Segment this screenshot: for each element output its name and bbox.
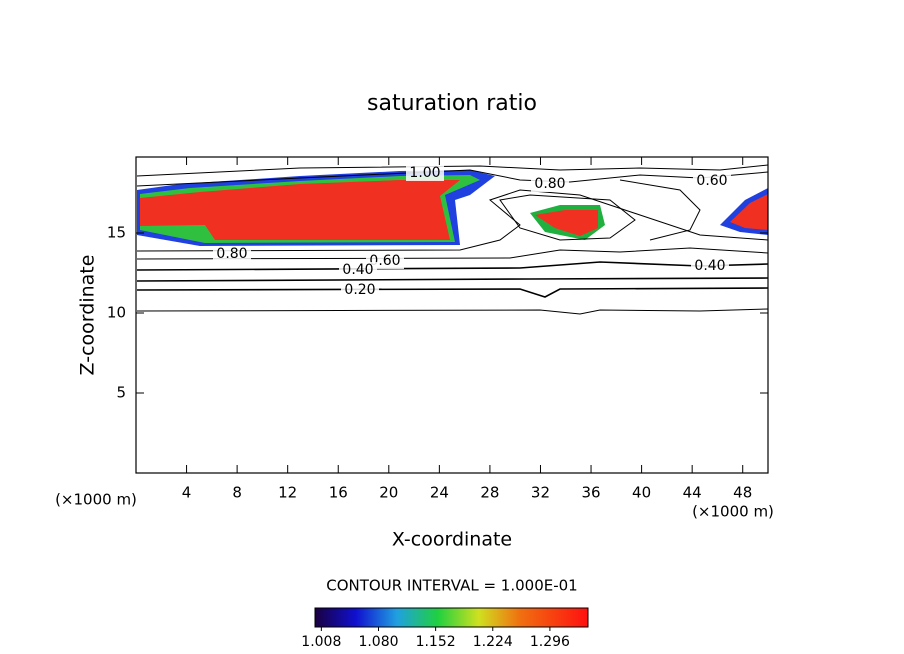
x-tick-label: 36: [581, 484, 600, 502]
x-tick-label: 4: [182, 484, 192, 502]
contour-label-bg: [213, 246, 251, 262]
x-unit-label: (×1000 m): [692, 503, 774, 521]
contour-label-bg: [531, 176, 569, 192]
region-high: [140, 180, 460, 240]
region-high: [730, 194, 768, 230]
colorbar-tick-label: 1.008: [301, 634, 341, 650]
chart-title: saturation ratio: [367, 91, 537, 116]
x-tick-label: 16: [329, 484, 348, 502]
contour-label: 0.60: [369, 253, 400, 269]
contour-label-bg: [339, 262, 377, 278]
contour-line: [619, 179, 701, 241]
field: [137, 170, 768, 246]
contour-label: 0.80: [534, 176, 565, 192]
y-tick-label: 5: [116, 384, 126, 402]
colorbar-tick-label: 1.296: [530, 634, 570, 650]
y-tick-label: 15: [107, 224, 126, 242]
x-axis-label: X-coordinate: [392, 529, 512, 551]
x-tick-label: 48: [733, 484, 752, 502]
colorbar-tick-label: 1.224: [473, 634, 513, 650]
colorbar: [314, 607, 589, 628]
contour-label-bg: [693, 173, 731, 189]
contour-line: [136, 164, 769, 177]
contour-line: [136, 277, 769, 282]
contour-label-bg: [406, 165, 444, 181]
colorbar-tick-label: 1.152: [416, 634, 456, 650]
contour-label: 0.20: [344, 282, 375, 298]
contour-label: 0.40: [342, 262, 373, 278]
y-tick-label: 10: [107, 304, 126, 322]
contour-line: [136, 261, 769, 271]
contour-line: [136, 287, 769, 298]
x-tick-label: 12: [278, 484, 297, 502]
x-tick-label: 20: [379, 484, 398, 502]
x-tick-label: 32: [531, 484, 550, 502]
x-tick-label: 28: [480, 484, 499, 502]
x-tick-label: 40: [632, 484, 651, 502]
contour-label-bg: [691, 258, 729, 274]
x-tick-label: 44: [683, 484, 702, 502]
x-tick-label: 24: [430, 484, 449, 502]
plot-frame: [135, 156, 769, 474]
contour-line: [136, 189, 769, 252]
contour-interval: CONTOUR INTERVAL = 1.000E-01: [326, 577, 577, 595]
contour-label: 0.80: [216, 246, 247, 262]
x-tick-label: 8: [232, 484, 242, 502]
colorbar-tick-label: 1.080: [358, 634, 398, 650]
y-axis-label: Z-coordinate: [77, 255, 99, 376]
contour-line: [499, 194, 636, 241]
contour-line: [136, 308, 769, 315]
contour-line: [136, 247, 769, 260]
contour-label-bg: [341, 282, 379, 298]
contour-label: 0.40: [694, 258, 725, 274]
contour-label: 1.00: [409, 165, 440, 181]
y-unit-label: (×1000 m): [55, 491, 137, 509]
contour-label: 0.60: [696, 173, 727, 189]
region-high: [535, 210, 598, 236]
